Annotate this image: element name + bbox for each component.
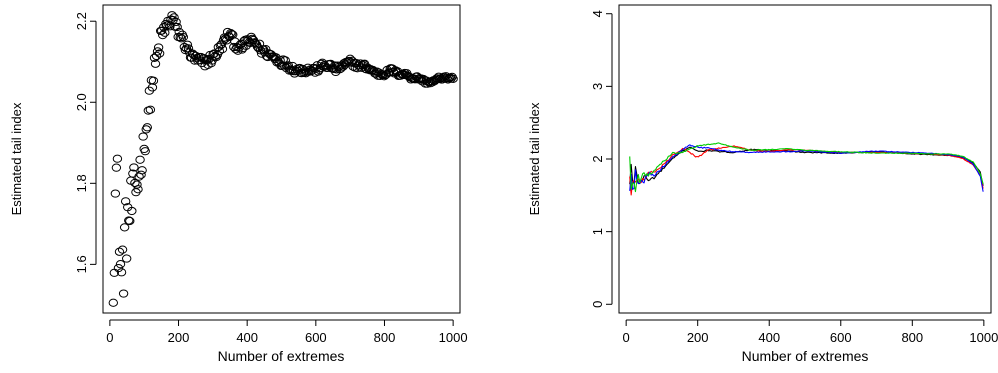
data-point — [283, 61, 294, 70]
data-point — [119, 223, 130, 232]
data-point — [226, 29, 236, 38]
data-point — [179, 42, 190, 52]
data-point — [335, 65, 345, 74]
x-tick-label: 800 — [901, 330, 923, 345]
x-tick-label: 600 — [830, 330, 852, 345]
data-point — [127, 206, 137, 216]
data-point — [116, 268, 127, 277]
data-point — [132, 180, 142, 189]
x-tick-label: 800 — [374, 330, 396, 345]
data-point — [169, 13, 179, 22]
data-point — [118, 289, 129, 298]
x-axis-title: Number of extremes — [742, 348, 869, 364]
data-point — [120, 197, 131, 206]
plot-box — [102, 4, 461, 314]
data-point — [332, 65, 342, 74]
data-point — [112, 154, 123, 163]
x-tick-label: 200 — [687, 330, 709, 345]
data-point — [143, 106, 154, 115]
x-tick-label: 600 — [305, 330, 327, 345]
x-tick-label: 1000 — [439, 330, 468, 345]
x-tick-label: 0 — [623, 330, 630, 345]
y-axis: 1.6 1.8 2.0 2.2 — [74, 12, 97, 273]
data-point — [153, 43, 164, 52]
data-point — [158, 30, 168, 40]
y-tick-label: 1 — [590, 228, 605, 235]
x-tick-label: 1000 — [969, 330, 998, 345]
data-point — [148, 76, 159, 85]
series-line — [629, 142, 984, 193]
data-point — [448, 74, 458, 83]
x-tick-label: 0 — [106, 330, 113, 345]
y-axis: 0 1 2 3 4 — [590, 10, 613, 308]
x-tick-label: 400 — [236, 330, 258, 345]
data-point — [182, 40, 193, 49]
data-point — [135, 155, 145, 164]
data-point — [108, 298, 119, 307]
x-tick-label: 200 — [168, 330, 190, 345]
y-axis-title: Estimated tail index — [9, 102, 24, 215]
data-point — [133, 185, 143, 194]
y-tick-label: 2.0 — [74, 93, 89, 111]
data-point — [136, 170, 146, 179]
data-point — [142, 123, 152, 132]
data-point — [154, 49, 165, 58]
data-point — [253, 44, 264, 53]
panel-left-scatter: 0 200 400 600 800 1000 1.6 1.8 2.0 2.2 Number of… — [9, 4, 468, 364]
y-tick-label: 0 — [590, 301, 605, 308]
panel-right-lines: 0 200 400 600 800 1000 0 1 2 3 4 Number of extrem… — [527, 4, 998, 364]
data-lines — [629, 142, 984, 196]
data-point — [150, 59, 161, 68]
data-point — [145, 105, 156, 114]
data-point — [114, 247, 125, 256]
data-point — [125, 216, 135, 226]
y-tick-label: 2 — [590, 155, 605, 162]
y-tick-label: 1.6 — [74, 255, 89, 273]
y-axis-title: Estimated tail index — [527, 102, 542, 215]
data-point — [259, 48, 270, 57]
data-point — [171, 17, 181, 27]
data-point — [152, 47, 163, 56]
data-point — [178, 33, 189, 42]
data-point — [151, 51, 162, 61]
data-points — [108, 11, 458, 307]
data-point — [278, 55, 288, 64]
data-point — [172, 22, 182, 32]
data-point — [115, 260, 126, 269]
x-axis: 0 200 400 600 800 1000 — [106, 319, 468, 345]
data-point — [217, 45, 228, 54]
data-point — [110, 189, 121, 198]
data-point — [215, 41, 226, 50]
data-point — [167, 11, 177, 20]
plot-box — [618, 4, 992, 314]
data-point — [111, 163, 122, 172]
data-point — [409, 74, 419, 83]
data-point — [280, 56, 290, 65]
data-point — [138, 132, 148, 141]
data-point — [140, 147, 150, 156]
x-axis: 0 200 400 600 800 1000 — [623, 319, 998, 345]
data-point — [176, 34, 186, 43]
y-tick-label: 1.8 — [74, 174, 89, 192]
x-axis-title: Number of extremes — [218, 348, 345, 364]
data-point — [113, 263, 124, 273]
data-point — [227, 29, 237, 39]
y-tick-label: 4 — [590, 10, 605, 17]
y-tick-label: 3 — [590, 83, 605, 90]
y-tick-label: 2.2 — [74, 12, 89, 30]
data-point — [137, 166, 147, 175]
data-point — [129, 163, 139, 172]
data-point — [249, 38, 260, 47]
data-point — [117, 245, 128, 254]
x-tick-label: 400 — [758, 330, 780, 345]
data-point — [175, 33, 185, 42]
data-point — [121, 254, 132, 263]
